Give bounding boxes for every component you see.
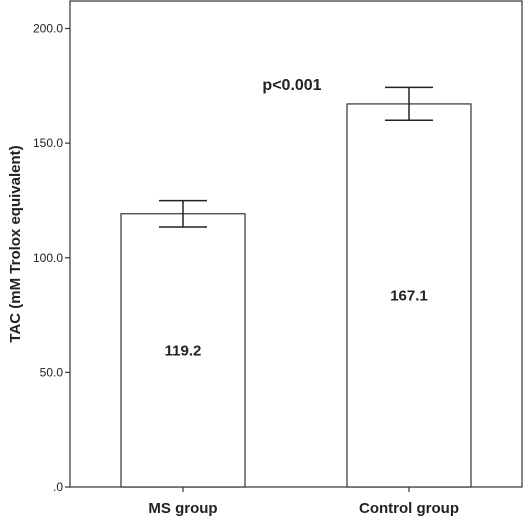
bar-value-label: 167.1 [390,287,428,304]
bar [346,103,472,488]
x-category-label: Control group [359,500,459,517]
bar [120,213,246,488]
x-axis: MS group Control group [148,487,459,517]
y-tick-label: 150.0 [33,136,63,150]
plot-frame [69,0,523,488]
y-axis: .0 50.0 100.0 150.0 200.0 [33,22,70,494]
x-category-label: MS group [148,500,217,517]
y-tick-label: 50.0 [40,365,64,379]
y-tick-label: 200.0 [33,22,63,36]
y-axis-label: TAC (mM Trolox equivalent) [7,145,24,342]
bars: 119.2 167.1 [120,86,472,488]
y-tick-label: .0 [53,480,63,494]
p-value-annotation: p<0.001 [262,77,321,94]
bar-value-label: 119.2 [165,342,202,359]
y-tick-label: 100.0 [33,251,63,265]
